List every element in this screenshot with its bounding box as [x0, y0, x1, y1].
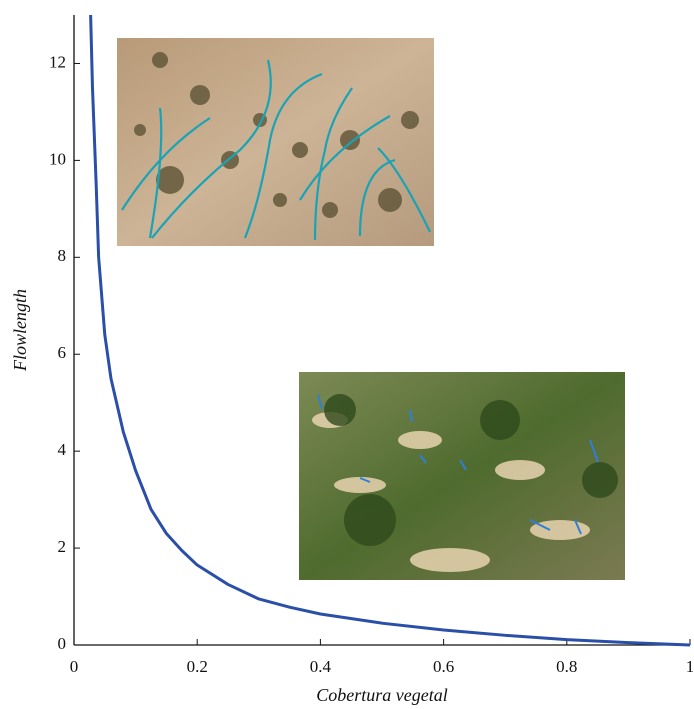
y-tick-label: 8 [58, 246, 67, 265]
y-tick-label: 2 [58, 537, 67, 556]
x-tick-label: 0 [70, 657, 79, 676]
x-axis-title: Cobertura vegetal [316, 685, 447, 705]
x-tick-label: 0.4 [310, 657, 332, 676]
photo-vegetated-slope [299, 372, 625, 580]
x-tick-label: 1 [686, 657, 694, 676]
y-tick-label: 12 [49, 52, 66, 71]
y-tick-label: 0 [58, 634, 67, 653]
y-axis-title: Flowlength [10, 289, 30, 372]
photo-dry-slope [117, 38, 434, 246]
x-tick-label: 0.2 [187, 657, 208, 676]
x-tick-label: 0.8 [556, 657, 577, 676]
data-line [89, 14, 691, 647]
y-tick-label: 6 [58, 343, 67, 362]
y-tick-label: 10 [49, 149, 66, 168]
x-tick-label: 0.6 [433, 657, 454, 676]
y-tick-label: 4 [58, 440, 67, 459]
